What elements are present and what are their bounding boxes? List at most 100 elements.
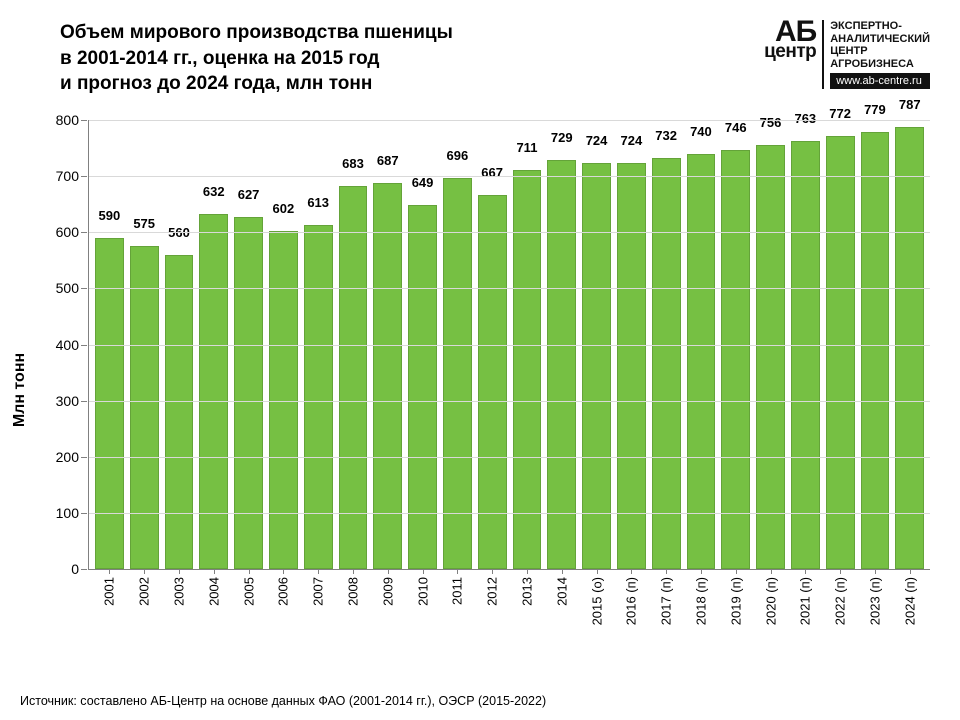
y-tick bbox=[81, 232, 87, 233]
grid-line bbox=[89, 401, 930, 402]
chart-title: Объем мирового производства пшеницы в 20… bbox=[60, 20, 453, 97]
x-tick bbox=[109, 569, 110, 574]
y-tick-label: 200 bbox=[56, 449, 79, 465]
x-tick bbox=[283, 569, 284, 574]
bar-value-label: 613 bbox=[307, 195, 329, 210]
bar bbox=[373, 183, 402, 569]
y-tick-label: 700 bbox=[56, 168, 79, 184]
x-tick-label: 2001 bbox=[102, 577, 117, 606]
x-tick-label: 2015 (о) bbox=[589, 577, 604, 625]
grid-line bbox=[89, 120, 930, 121]
bar-value-label: 724 bbox=[586, 133, 608, 148]
x-tick bbox=[179, 569, 180, 574]
bar-value-label: 590 bbox=[99, 208, 121, 223]
y-axis-label: Млн тонн bbox=[11, 353, 29, 427]
bar bbox=[652, 158, 681, 569]
bar bbox=[582, 163, 611, 569]
y-tick-label: 0 bbox=[71, 561, 79, 577]
x-tick-label: 2023 (п) bbox=[867, 577, 882, 625]
bar bbox=[165, 255, 194, 569]
y-tick-label: 100 bbox=[56, 505, 79, 521]
x-tick-label: 2004 bbox=[206, 577, 221, 606]
bar-value-label: 746 bbox=[725, 120, 747, 135]
bar-value-label: 627 bbox=[238, 187, 260, 202]
logo-tag-line: АГРОБИЗНЕСА bbox=[830, 58, 930, 71]
bar-value-label: 632 bbox=[203, 184, 225, 199]
x-tick bbox=[457, 569, 458, 574]
x-tick-label: 2008 bbox=[345, 577, 360, 606]
x-tick bbox=[666, 569, 667, 574]
x-tick bbox=[144, 569, 145, 574]
x-tick bbox=[910, 569, 911, 574]
bar-value-label: 740 bbox=[690, 124, 712, 139]
grid-line bbox=[89, 232, 930, 233]
x-tick bbox=[214, 569, 215, 574]
bar bbox=[721, 150, 750, 569]
x-tick-label: 2011 bbox=[450, 577, 465, 605]
x-tick bbox=[388, 569, 389, 574]
x-tick bbox=[840, 569, 841, 574]
plot-region: 5902001575200256020036322004627200560220… bbox=[88, 120, 930, 570]
bar bbox=[408, 205, 437, 569]
bar bbox=[130, 246, 159, 569]
x-tick-label: 2009 bbox=[380, 577, 395, 606]
grid-line bbox=[89, 345, 930, 346]
source-note: Источник: составлено АБ-Центр на основе … bbox=[20, 694, 546, 708]
bar-value-label: 724 bbox=[620, 133, 642, 148]
x-tick-label: 2003 bbox=[171, 577, 186, 606]
bar-value-label: 667 bbox=[481, 165, 503, 180]
y-tick-label: 400 bbox=[56, 337, 79, 353]
bar-value-label: 729 bbox=[551, 130, 573, 145]
x-tick bbox=[701, 569, 702, 574]
x-tick bbox=[562, 569, 563, 574]
x-tick bbox=[353, 569, 354, 574]
x-tick bbox=[492, 569, 493, 574]
logo-divider bbox=[822, 20, 824, 89]
y-tick-label: 500 bbox=[56, 280, 79, 296]
bar bbox=[617, 163, 646, 569]
bar bbox=[234, 217, 263, 569]
chart-area: Млн тонн 5902001575200256020036322004627… bbox=[40, 120, 940, 660]
x-tick bbox=[875, 569, 876, 574]
grid-line bbox=[89, 176, 930, 177]
y-tick bbox=[81, 120, 87, 121]
bar bbox=[547, 160, 576, 569]
bar-value-label: 696 bbox=[447, 148, 469, 163]
y-tick-label: 600 bbox=[56, 224, 79, 240]
x-tick-label: 2021 (п) bbox=[798, 577, 813, 625]
x-tick bbox=[423, 569, 424, 574]
x-tick-label: 2019 (п) bbox=[728, 577, 743, 625]
x-tick-label: 2006 bbox=[276, 577, 291, 606]
bar bbox=[687, 154, 716, 569]
logo-tag-line: ЭКСПЕРТНО- bbox=[830, 20, 930, 33]
logo: АБ центр ЭКСПЕРТНО- АНАЛИТИЧЕСКИЙ ЦЕНТР … bbox=[764, 20, 930, 89]
x-tick bbox=[249, 569, 250, 574]
y-tick bbox=[81, 176, 87, 177]
x-tick-label: 2010 bbox=[415, 577, 430, 606]
bar-value-label: 711 bbox=[516, 140, 537, 155]
x-tick-label: 2012 bbox=[485, 577, 500, 606]
bar-value-label: 756 bbox=[760, 115, 782, 130]
logo-url: www.ab-centre.ru bbox=[830, 73, 930, 89]
x-tick-label: 2022 (п) bbox=[833, 577, 848, 625]
x-tick-label: 2013 bbox=[519, 577, 534, 606]
bar bbox=[199, 214, 228, 569]
x-tick bbox=[631, 569, 632, 574]
bar bbox=[756, 145, 785, 569]
y-tick bbox=[81, 401, 87, 402]
bar bbox=[861, 132, 890, 569]
grid-line bbox=[89, 513, 930, 514]
y-tick bbox=[81, 513, 87, 514]
logo-centr: центр bbox=[764, 44, 816, 59]
y-tick-label: 300 bbox=[56, 393, 79, 409]
bar-value-label: 602 bbox=[273, 201, 295, 216]
y-tick-label: 800 bbox=[56, 112, 79, 128]
bar-value-label: 779 bbox=[864, 102, 886, 117]
logo-tag-line: АНАЛИТИЧЕСКИЙ bbox=[830, 33, 930, 46]
bar bbox=[339, 186, 368, 569]
x-tick-label: 2014 bbox=[554, 577, 569, 606]
x-tick-label: 2018 (п) bbox=[693, 577, 708, 625]
x-tick-label: 2016 (п) bbox=[624, 577, 639, 625]
logo-tagline: ЭКСПЕРТНО- АНАЛИТИЧЕСКИЙ ЦЕНТР АГРОБИЗНЕ… bbox=[830, 20, 930, 71]
x-tick-label: 2002 bbox=[137, 577, 152, 606]
